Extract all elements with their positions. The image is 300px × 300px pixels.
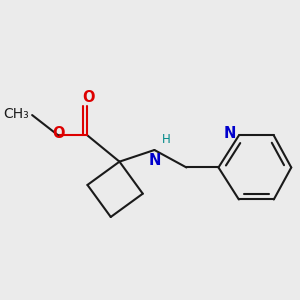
Text: O: O: [52, 127, 64, 142]
Text: N: N: [224, 127, 236, 142]
Text: H: H: [162, 133, 170, 146]
Text: O: O: [83, 90, 95, 105]
Text: N: N: [148, 153, 160, 168]
Text: CH₃: CH₃: [4, 106, 29, 121]
